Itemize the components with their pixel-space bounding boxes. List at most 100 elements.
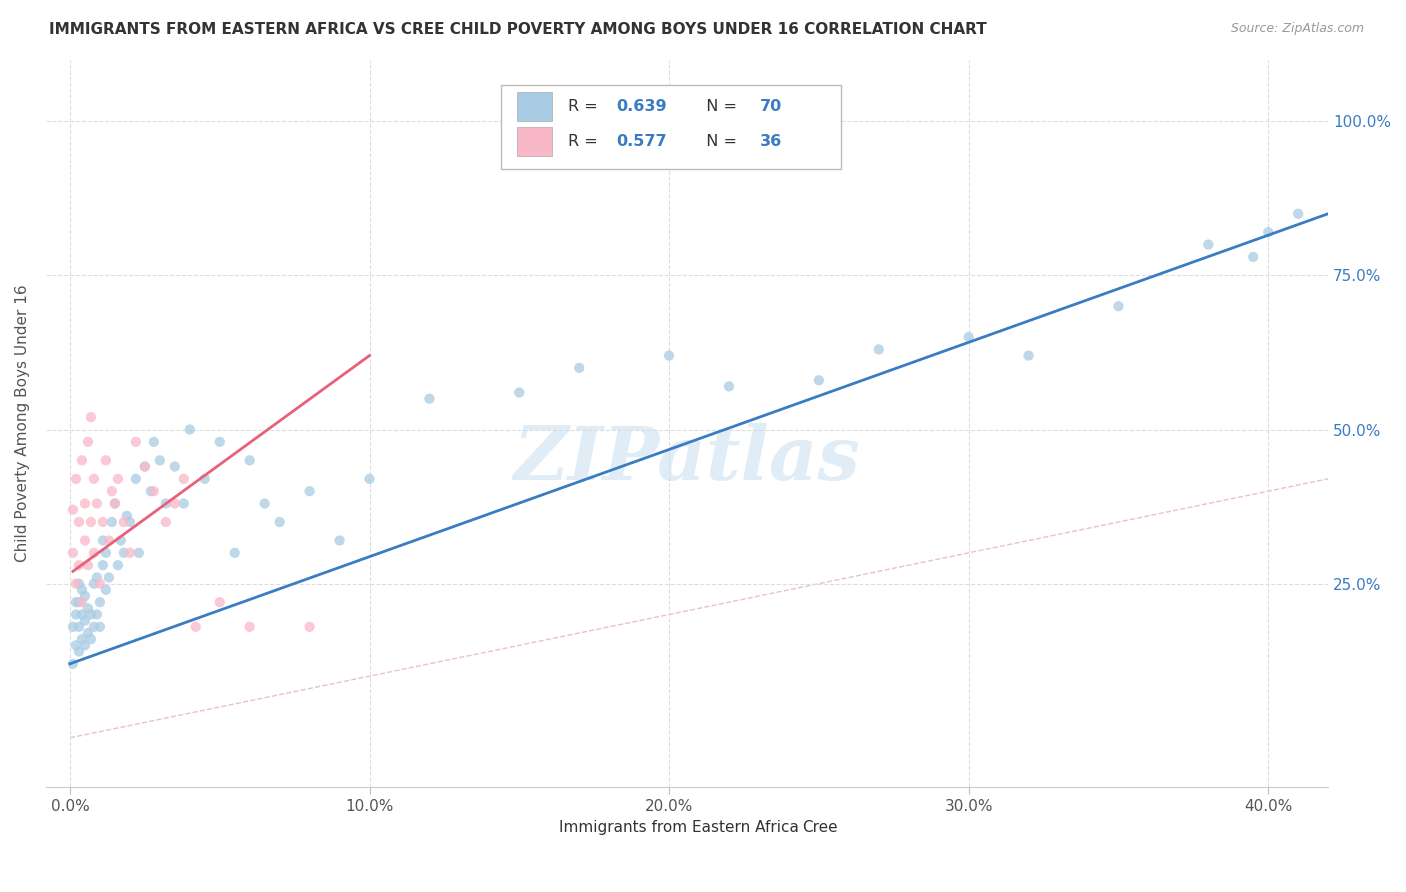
- Point: [77, 626, 100, 640]
- Point: [67, 558, 90, 573]
- FancyBboxPatch shape: [501, 85, 841, 169]
- Point: [118, 515, 141, 529]
- Point: [67, 620, 90, 634]
- Point: [1241, 250, 1264, 264]
- Text: Cree: Cree: [803, 820, 838, 835]
- Bar: [516, 93, 553, 121]
- Point: [65, 607, 87, 622]
- Point: [86, 496, 108, 510]
- Point: [134, 459, 156, 474]
- Point: [67, 644, 90, 658]
- Point: [101, 515, 124, 529]
- Point: [91, 533, 114, 548]
- Point: [101, 484, 124, 499]
- Point: [70, 453, 93, 467]
- Point: [125, 472, 148, 486]
- Point: [194, 472, 217, 486]
- Point: [65, 576, 87, 591]
- Point: [110, 533, 132, 548]
- Point: [208, 434, 231, 449]
- Point: [173, 496, 195, 510]
- Point: [239, 453, 262, 467]
- Point: [80, 607, 103, 622]
- Point: [97, 570, 120, 584]
- Point: [658, 349, 681, 363]
- Point: [67, 595, 90, 609]
- Point: [65, 472, 87, 486]
- Point: [134, 459, 156, 474]
- Point: [80, 515, 103, 529]
- Point: [94, 582, 117, 597]
- Point: [70, 595, 93, 609]
- Text: ZIPatlas: ZIPatlas: [513, 424, 860, 496]
- Bar: [516, 128, 553, 156]
- Point: [1286, 207, 1309, 221]
- Point: [868, 343, 890, 357]
- Point: [73, 589, 96, 603]
- Point: [70, 632, 93, 647]
- Point: [1018, 349, 1040, 363]
- Point: [163, 496, 186, 510]
- Point: [62, 546, 84, 560]
- Point: [359, 472, 381, 486]
- Point: [1107, 299, 1129, 313]
- Point: [89, 576, 111, 591]
- Text: 36: 36: [761, 135, 782, 149]
- Point: [329, 533, 352, 548]
- Point: [89, 620, 111, 634]
- Text: R =: R =: [568, 135, 603, 149]
- Point: [568, 360, 591, 375]
- Point: [957, 330, 980, 344]
- Text: 0.639: 0.639: [617, 99, 668, 114]
- Point: [104, 496, 127, 510]
- Point: [83, 546, 105, 560]
- Point: [65, 638, 87, 652]
- Point: [163, 459, 186, 474]
- Point: [125, 434, 148, 449]
- Point: [94, 546, 117, 560]
- Point: [253, 496, 276, 510]
- Point: [717, 379, 740, 393]
- Point: [239, 620, 262, 634]
- Point: [83, 472, 105, 486]
- Point: [155, 515, 177, 529]
- Point: [298, 620, 321, 634]
- Text: 70: 70: [761, 99, 782, 114]
- Point: [62, 657, 84, 671]
- Point: [67, 515, 90, 529]
- Text: 0.577: 0.577: [617, 135, 668, 149]
- Text: N =: N =: [696, 135, 742, 149]
- Point: [80, 410, 103, 425]
- Point: [104, 496, 127, 510]
- Point: [149, 453, 172, 467]
- Point: [77, 434, 100, 449]
- Y-axis label: Child Poverty Among Boys Under 16: Child Poverty Among Boys Under 16: [15, 285, 30, 562]
- Text: R =: R =: [568, 99, 603, 114]
- Point: [86, 607, 108, 622]
- Text: IMMIGRANTS FROM EASTERN AFRICA VS CREE CHILD POVERTY AMONG BOYS UNDER 16 CORRELA: IMMIGRANTS FROM EASTERN AFRICA VS CREE C…: [49, 22, 987, 37]
- Point: [208, 595, 231, 609]
- Bar: [515, 817, 550, 840]
- Point: [91, 515, 114, 529]
- Text: Source: ZipAtlas.com: Source: ZipAtlas.com: [1230, 22, 1364, 36]
- Point: [77, 558, 100, 573]
- Point: [179, 423, 201, 437]
- Point: [97, 533, 120, 548]
- Point: [115, 508, 138, 523]
- Point: [107, 472, 129, 486]
- Point: [298, 484, 321, 499]
- Point: [128, 546, 150, 560]
- Bar: [758, 817, 793, 840]
- Point: [77, 601, 100, 615]
- Point: [107, 558, 129, 573]
- Point: [67, 576, 90, 591]
- Point: [418, 392, 440, 406]
- Point: [807, 373, 830, 387]
- Point: [73, 533, 96, 548]
- Text: N =: N =: [696, 99, 742, 114]
- Point: [62, 620, 84, 634]
- Point: [142, 434, 165, 449]
- Point: [1257, 225, 1279, 239]
- Point: [83, 620, 105, 634]
- Text: Immigrants from Eastern Africa: Immigrants from Eastern Africa: [558, 820, 799, 835]
